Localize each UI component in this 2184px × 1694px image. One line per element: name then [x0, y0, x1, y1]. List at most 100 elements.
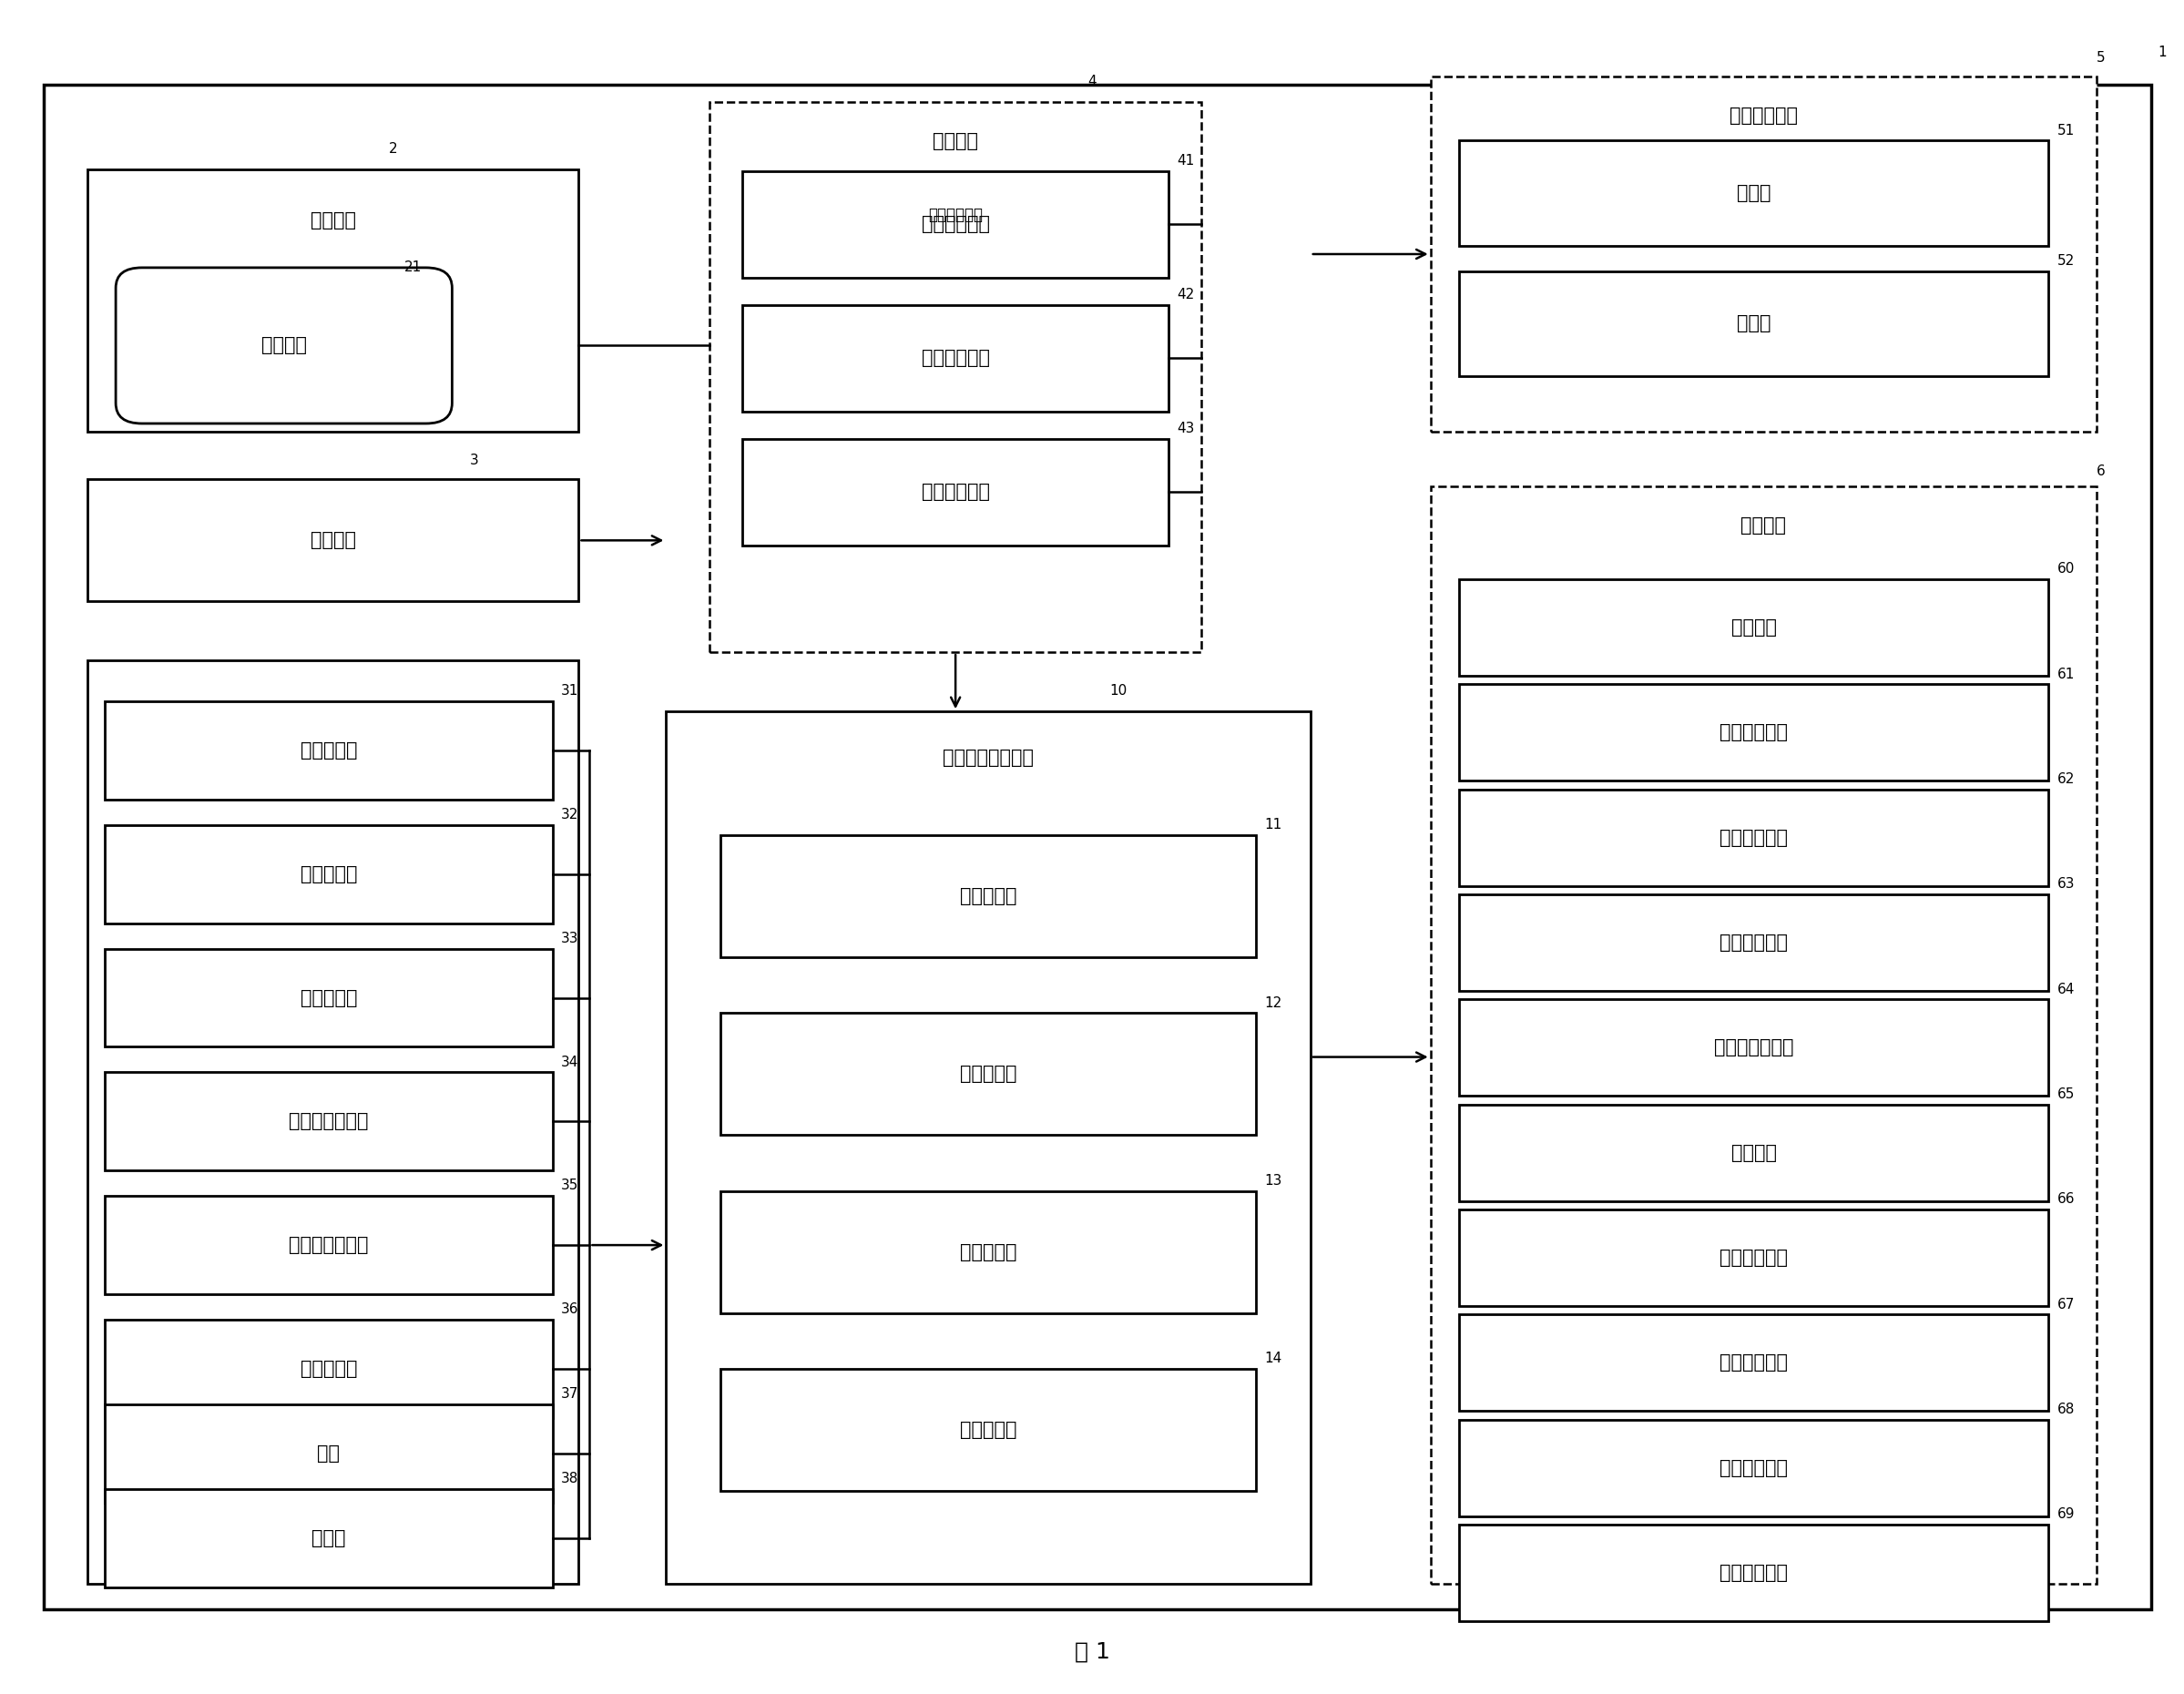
- Text: 5: 5: [2097, 51, 2105, 64]
- Text: 输入装置: 输入装置: [310, 532, 356, 549]
- Text: 坐椅控制机构: 坐椅控制机构: [1719, 933, 1789, 952]
- Text: 导航装置: 导航装置: [310, 212, 356, 230]
- Text: 地图数据: 地图数据: [262, 337, 306, 354]
- Bar: [87, 479, 579, 601]
- Text: 车速传感器: 车速传感器: [299, 989, 358, 1006]
- Bar: [105, 949, 553, 1047]
- Text: 38: 38: [561, 1472, 579, 1486]
- Text: 光度传感器: 光度传感器: [299, 742, 358, 759]
- Text: 车高控制机构: 车高控制机构: [1719, 1564, 1789, 1582]
- Text: 控制处理部: 控制处理部: [959, 1421, 1018, 1438]
- Text: 车载装置: 车载装置: [933, 132, 978, 151]
- Text: 42: 42: [1177, 288, 1195, 302]
- Bar: [721, 1191, 1256, 1313]
- Bar: [105, 1489, 553, 1587]
- Text: 车门上锁机构: 车门上锁机构: [1719, 1459, 1789, 1477]
- Text: 67: 67: [2057, 1298, 2075, 1311]
- Text: 车门开关机构: 车门开关机构: [1719, 1354, 1789, 1372]
- Text: 换气控制机构: 换气控制机构: [1719, 723, 1789, 742]
- Text: 车体装备: 车体装备: [1741, 517, 1787, 535]
- Text: 6: 6: [2097, 464, 2105, 478]
- Text: 安全带控制机构: 安全带控制机构: [1714, 1038, 1793, 1057]
- Bar: [1459, 1420, 2049, 1516]
- Bar: [1459, 1210, 2049, 1306]
- Text: 车内通知系统: 车内通知系统: [1730, 107, 1797, 125]
- Text: 51: 51: [2057, 124, 2075, 137]
- Bar: [105, 1320, 553, 1418]
- Text: 35: 35: [561, 1179, 579, 1193]
- Text: 状况判断部: 状况判断部: [959, 888, 1018, 905]
- Text: 33: 33: [561, 932, 579, 945]
- Text: 扬声器: 扬声器: [1736, 315, 1771, 332]
- Text: 65: 65: [2057, 1088, 2075, 1101]
- Text: 60: 60: [2057, 562, 2075, 576]
- Text: 车体装备控制单元: 车体装备控制单元: [943, 749, 1033, 767]
- Bar: [710, 102, 1201, 652]
- Bar: [1459, 1525, 2049, 1621]
- Text: 车内照明机构: 车内照明机构: [1719, 1248, 1789, 1267]
- Text: 31: 31: [561, 684, 579, 698]
- Bar: [105, 1196, 553, 1294]
- Bar: [743, 305, 1168, 412]
- Bar: [105, 701, 553, 800]
- Text: 照相机: 照相机: [312, 1530, 345, 1547]
- Text: 2: 2: [389, 142, 397, 156]
- Text: 37: 37: [561, 1387, 579, 1401]
- Text: 69: 69: [2057, 1508, 2075, 1521]
- Bar: [1459, 271, 2049, 376]
- Bar: [1459, 999, 2049, 1096]
- Bar: [1459, 579, 2049, 676]
- Text: 雷达: 雷达: [317, 1445, 341, 1462]
- Text: 室温传感器: 室温传感器: [299, 1360, 358, 1377]
- FancyBboxPatch shape: [116, 268, 452, 424]
- Text: 21: 21: [404, 261, 422, 274]
- Bar: [721, 1013, 1256, 1135]
- Text: 舵角控制机构: 舵角控制机构: [922, 483, 989, 501]
- Text: 64: 64: [2057, 983, 2075, 996]
- Bar: [1459, 141, 2049, 246]
- Text: 61: 61: [2057, 667, 2075, 681]
- Text: 68: 68: [2057, 1403, 2075, 1416]
- Text: 12: 12: [1265, 996, 1282, 1010]
- Bar: [105, 825, 553, 923]
- Bar: [1431, 76, 2097, 432]
- Text: 制动控制机构: 制动控制机构: [922, 349, 989, 368]
- Text: 41: 41: [1177, 154, 1195, 168]
- Bar: [105, 1072, 553, 1171]
- Text: 车灯机构: 车灯机构: [1732, 1143, 1776, 1162]
- Text: 图 1: 图 1: [1075, 1641, 1109, 1662]
- Text: 1: 1: [2158, 46, 2167, 59]
- Text: 空调机构: 空调机构: [1732, 618, 1776, 637]
- Bar: [743, 439, 1168, 545]
- Text: 14: 14: [1265, 1352, 1282, 1365]
- Text: 52: 52: [2057, 254, 2075, 268]
- Bar: [1459, 789, 2049, 886]
- Bar: [1459, 894, 2049, 991]
- Text: 显示器: 显示器: [1736, 185, 1771, 202]
- Text: 降雨传感器: 降雨传感器: [299, 866, 358, 883]
- Text: 13: 13: [1265, 1174, 1282, 1187]
- Text: 32: 32: [561, 808, 579, 822]
- Bar: [1459, 684, 2049, 781]
- Text: 车辆控制系统: 车辆控制系统: [928, 207, 983, 224]
- Text: 吸烟检测传感器: 吸烟检测传感器: [288, 1113, 369, 1130]
- Bar: [1459, 1104, 2049, 1201]
- Bar: [1431, 486, 2097, 1584]
- Text: 62: 62: [2057, 772, 2075, 786]
- Text: 调停处理部: 调停处理部: [959, 1066, 1018, 1082]
- Bar: [105, 1404, 553, 1503]
- Bar: [721, 1369, 1256, 1491]
- Text: 36: 36: [561, 1303, 579, 1316]
- Bar: [743, 171, 1168, 278]
- Text: 外气温度传感器: 外气温度传感器: [288, 1237, 369, 1254]
- Bar: [87, 169, 579, 432]
- Bar: [666, 711, 1310, 1584]
- Text: 3: 3: [470, 454, 478, 468]
- Bar: [721, 835, 1256, 957]
- Bar: [87, 661, 579, 1584]
- Text: 联动处理部: 联动处理部: [959, 1243, 1018, 1260]
- Text: 引擎控制机构: 引擎控制机构: [922, 215, 989, 234]
- Text: 66: 66: [2057, 1193, 2075, 1206]
- Text: 34: 34: [561, 1055, 579, 1069]
- Text: 63: 63: [2057, 877, 2075, 891]
